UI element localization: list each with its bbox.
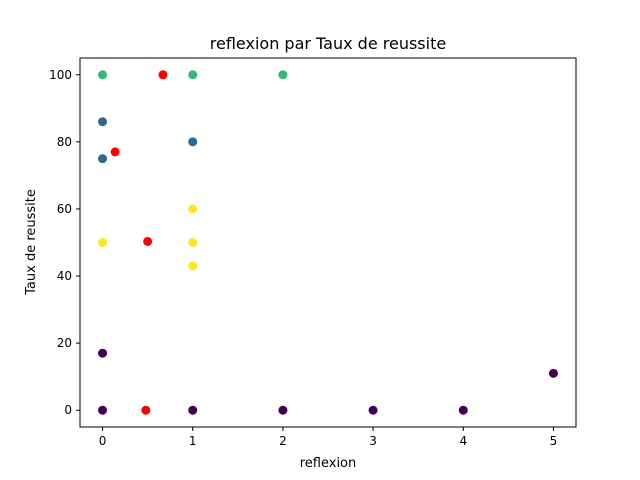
data-point bbox=[188, 204, 198, 214]
data-point bbox=[98, 154, 108, 164]
data-point bbox=[188, 137, 198, 147]
y-axis-label: Taux de reussite bbox=[24, 189, 39, 296]
data-point bbox=[458, 405, 468, 415]
data-point bbox=[98, 348, 108, 358]
data-point bbox=[278, 405, 288, 415]
axis-ticks: 0 1 2 3 4 5 0 20 40 60 80 100 bbox=[49, 68, 557, 448]
data-point bbox=[368, 405, 378, 415]
x-axis-label: reflexion bbox=[300, 456, 357, 471]
data-point bbox=[143, 236, 153, 246]
data-point bbox=[98, 238, 108, 247]
data-point bbox=[158, 70, 168, 80]
data-point bbox=[98, 70, 108, 80]
x-tick-label: 1 bbox=[189, 434, 197, 448]
plot-frame bbox=[79, 57, 577, 428]
data-points bbox=[98, 70, 558, 415]
x-tick-label: 0 bbox=[99, 434, 107, 448]
data-point bbox=[278, 70, 288, 80]
data-point bbox=[110, 147, 120, 157]
y-tick-label: 0 bbox=[64, 403, 72, 417]
data-point bbox=[188, 238, 198, 247]
data-point bbox=[188, 261, 198, 271]
x-tick-label: 4 bbox=[459, 434, 467, 448]
y-tick-label: 20 bbox=[57, 336, 72, 350]
data-point bbox=[141, 405, 151, 415]
data-point bbox=[98, 117, 108, 127]
x-tick-label: 3 bbox=[369, 434, 377, 448]
chart-title: reflexion par Taux de reussite bbox=[210, 34, 446, 53]
data-point bbox=[548, 368, 558, 378]
y-tick-label: 40 bbox=[57, 269, 72, 283]
y-tick-label: 100 bbox=[49, 68, 72, 82]
data-point bbox=[98, 405, 108, 415]
y-tick-label: 60 bbox=[57, 202, 72, 216]
y-tick-label: 80 bbox=[57, 135, 72, 149]
data-point bbox=[188, 70, 198, 80]
x-tick-label: 5 bbox=[550, 434, 558, 448]
data-point bbox=[188, 405, 198, 415]
x-tick-label: 2 bbox=[279, 434, 287, 448]
